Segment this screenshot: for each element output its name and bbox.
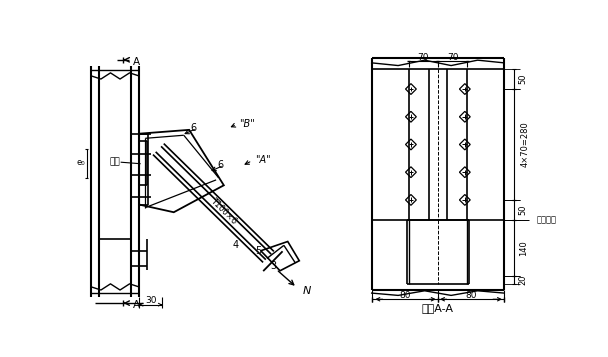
Text: A: A bbox=[133, 57, 140, 67]
Text: 80: 80 bbox=[465, 291, 477, 300]
Text: 20: 20 bbox=[518, 275, 527, 285]
Text: 6: 6 bbox=[190, 122, 196, 132]
Text: 垫板: 垫板 bbox=[109, 158, 120, 167]
Text: 5: 5 bbox=[255, 246, 261, 256]
Text: 剖面A-A: 剖面A-A bbox=[422, 303, 454, 313]
Text: 4×70=280: 4×70=280 bbox=[520, 122, 530, 167]
Text: 50: 50 bbox=[518, 205, 527, 215]
Text: 刨平顶紧: 刨平顶紧 bbox=[536, 215, 556, 225]
Text: 4: 4 bbox=[232, 240, 238, 250]
Text: 30: 30 bbox=[145, 296, 156, 305]
Text: "B": "B" bbox=[239, 119, 255, 129]
Text: 70: 70 bbox=[447, 53, 458, 62]
Text: "A": "A" bbox=[255, 155, 270, 165]
Text: N: N bbox=[302, 286, 311, 296]
Text: 140: 140 bbox=[519, 240, 528, 256]
Text: 70: 70 bbox=[418, 53, 429, 62]
Text: A: A bbox=[133, 300, 140, 310]
Text: 80: 80 bbox=[399, 291, 410, 300]
Text: 3: 3 bbox=[271, 261, 277, 271]
Text: T100×6: T100×6 bbox=[209, 196, 239, 226]
Text: 50: 50 bbox=[518, 74, 527, 84]
Text: e₀: e₀ bbox=[76, 159, 85, 167]
Text: 6: 6 bbox=[217, 160, 223, 170]
